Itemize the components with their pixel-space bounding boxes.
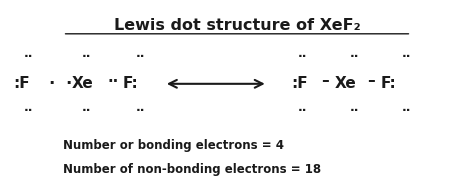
Text: ··: ·· xyxy=(82,50,91,64)
Text: ··: ·· xyxy=(350,50,360,64)
Text: Number or bonding electrons = 4: Number or bonding electrons = 4 xyxy=(63,139,283,152)
Text: F:: F: xyxy=(381,76,396,91)
Text: :F: :F xyxy=(13,76,30,91)
Text: Xe: Xe xyxy=(72,76,94,91)
Text: ··: ·· xyxy=(298,104,308,117)
Text: F:: F: xyxy=(122,76,138,91)
Text: ··: ·· xyxy=(82,104,91,117)
Text: ··: ·· xyxy=(402,50,411,64)
Text: Xe: Xe xyxy=(335,76,356,91)
Text: Lewis dot structure of XeF₂: Lewis dot structure of XeF₂ xyxy=(114,18,360,33)
Text: ·: · xyxy=(65,75,72,93)
Text: –: – xyxy=(321,73,328,88)
Text: ··: ·· xyxy=(108,74,118,89)
Text: ··: ·· xyxy=(136,104,145,117)
Text: ··: ·· xyxy=(24,50,34,64)
Text: ··: ·· xyxy=(298,50,308,64)
Text: ··: ·· xyxy=(402,104,411,117)
Text: Number of non-bonding electrons = 18: Number of non-bonding electrons = 18 xyxy=(63,163,321,177)
Text: –: – xyxy=(367,73,375,88)
Text: ·: · xyxy=(49,75,55,93)
Text: ··: ·· xyxy=(136,50,145,64)
Text: :F: :F xyxy=(291,76,308,91)
Text: ··: ·· xyxy=(350,104,360,117)
Text: ··: ·· xyxy=(24,104,34,117)
